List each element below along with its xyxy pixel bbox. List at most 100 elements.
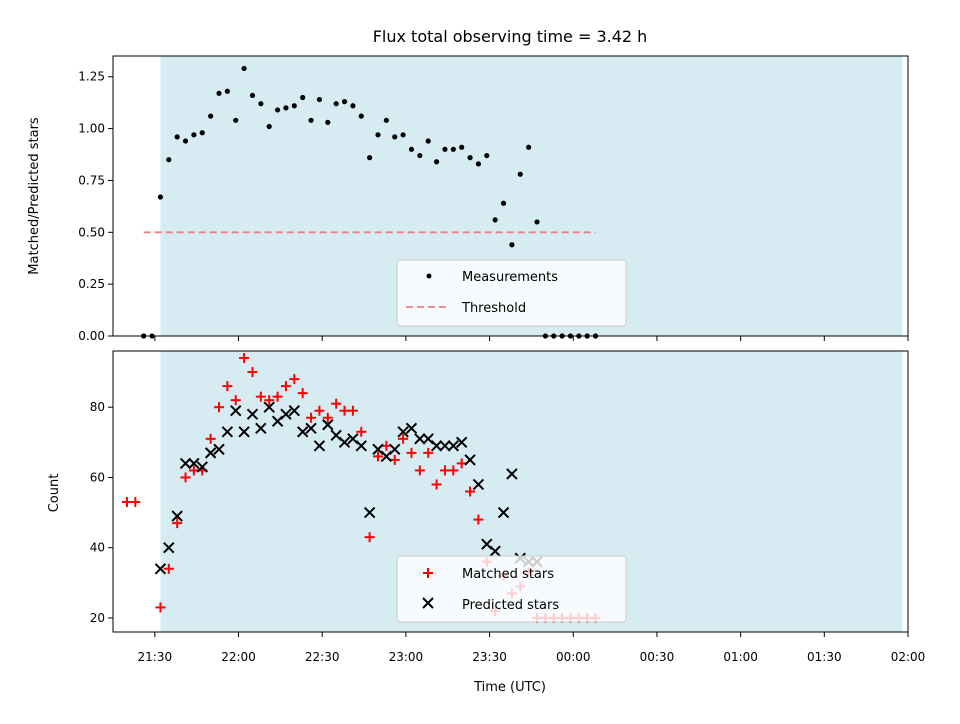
point-measurements [425, 138, 431, 144]
point-matched-stars [188, 465, 199, 476]
bottom-x-tick-label: 23:30 [472, 650, 507, 664]
point-matched-stars [322, 412, 333, 423]
point-measurements [534, 219, 540, 225]
top-y-tick-label: 0.75 [78, 173, 105, 187]
point-measurements [526, 144, 532, 150]
point-measurements [517, 171, 523, 177]
point-predicted-stars [439, 440, 451, 452]
point-matched-stars [339, 405, 350, 416]
top-axes-frame [112, 55, 909, 337]
bottom-legend: Matched stars Predicted stars [396, 555, 627, 623]
point-predicted-stars [171, 510, 183, 522]
bottom-x-tick-label: 00:00 [556, 650, 591, 664]
point-matched-stars [381, 440, 392, 451]
point-matched-stars [239, 353, 250, 364]
point-predicted-stars [489, 545, 501, 557]
point-measurements [233, 117, 239, 123]
point-predicted-stars [506, 468, 518, 480]
point-measurements [417, 152, 423, 159]
point-predicted-stars [288, 405, 301, 417]
point-predicted-stars [221, 426, 234, 438]
point-predicted-stars [405, 422, 418, 434]
point-measurements [283, 105, 289, 111]
point-measurements [300, 94, 306, 101]
point-measurements [333, 101, 339, 107]
point-measurements [308, 117, 314, 123]
bottom-x-tick-label: 00:30 [640, 650, 675, 664]
point-measurements [350, 103, 356, 109]
point-predicted-stars [179, 457, 192, 470]
point-measurements [467, 155, 473, 161]
top-y-tick-label: 1.00 [78, 122, 105, 136]
point-measurements [325, 119, 331, 125]
point-matched-stars [473, 514, 484, 525]
top-panel: 0.00 0.25 0.50 0.75 1.00 1.25 Matched/Predict… [27, 55, 909, 343]
point-matched-stars [423, 447, 434, 458]
point-predicted-stars [280, 408, 292, 420]
point-measurements [492, 217, 498, 223]
point-measurements [274, 107, 281, 113]
point-predicted-stars [163, 541, 175, 554]
point-measurements [191, 132, 197, 138]
point-measurements [216, 90, 222, 96]
bottom-y-tick-label: 20 [90, 611, 105, 625]
bottom-x-tick-label: 01:30 [807, 650, 842, 664]
point-measurements [383, 117, 389, 123]
bottom-x-tick-label: 23:00 [389, 650, 424, 664]
point-measurements [341, 99, 348, 105]
point-predicted-stars [414, 433, 426, 445]
point-predicted-stars [389, 443, 401, 456]
point-measurements [316, 96, 323, 103]
point-predicted-stars [397, 426, 409, 438]
legend-label-matched-stars: Matched stars [462, 567, 554, 582]
point-measurements [182, 138, 189, 144]
point-matched-stars [230, 395, 241, 406]
point-predicted-stars [263, 401, 275, 413]
top-y-tick-label: 0.00 [78, 329, 105, 343]
point-matched-stars [247, 367, 258, 378]
point-matched-stars [264, 395, 275, 406]
point-predicted-stars [305, 422, 317, 434]
legend-marker-matched-stars [423, 568, 433, 578]
point-matched-stars [406, 447, 417, 458]
point-measurements [459, 144, 465, 150]
point-matched-stars [439, 465, 450, 476]
point-measurements [358, 113, 364, 119]
point-measurements [484, 152, 490, 159]
legend-marker-measurements [426, 273, 432, 279]
bottom-panel: 20 40 60 80 21:30 22:00 22:30 23:00 23:30 00:00 0… [47, 350, 925, 695]
bottom-y-tick-label: 40 [90, 541, 105, 555]
point-measurements [258, 101, 264, 107]
point-matched-stars [448, 465, 459, 476]
legend-label-predicted-stars: Predicted stars [462, 598, 559, 613]
point-matched-stars [414, 465, 425, 476]
point-measurements [433, 159, 440, 165]
point-predicted-stars [154, 563, 167, 575]
point-predicted-stars [472, 478, 485, 491]
point-measurements [367, 155, 373, 161]
point-matched-stars [347, 405, 358, 416]
point-measurements [266, 123, 272, 130]
point-measurements [400, 132, 406, 138]
point-matched-stars [272, 391, 283, 402]
point-predicted-stars [296, 426, 309, 438]
point-measurements [249, 92, 256, 99]
point-matched-stars [431, 479, 442, 490]
point-matched-stars [289, 374, 300, 385]
point-measurements [174, 134, 180, 140]
point-predicted-stars [196, 461, 208, 473]
top-y-tick-label: 0.25 [78, 277, 105, 291]
point-measurements [375, 132, 381, 138]
point-predicted-stars [230, 405, 242, 417]
point-matched-stars [205, 433, 216, 444]
bottom-x-tick-label: 22:30 [305, 650, 340, 664]
chart-title: Flux total observing time = 3.42 h [373, 27, 648, 46]
bottom-x-tick-label: 21:30 [138, 650, 173, 664]
point-matched-stars [356, 426, 367, 437]
point-predicted-stars [238, 426, 250, 438]
point-predicted-stars [497, 506, 510, 519]
point-predicted-stars [447, 440, 460, 452]
point-measurements [450, 146, 456, 152]
point-predicted-stars [246, 408, 259, 420]
point-measurements [208, 113, 214, 119]
